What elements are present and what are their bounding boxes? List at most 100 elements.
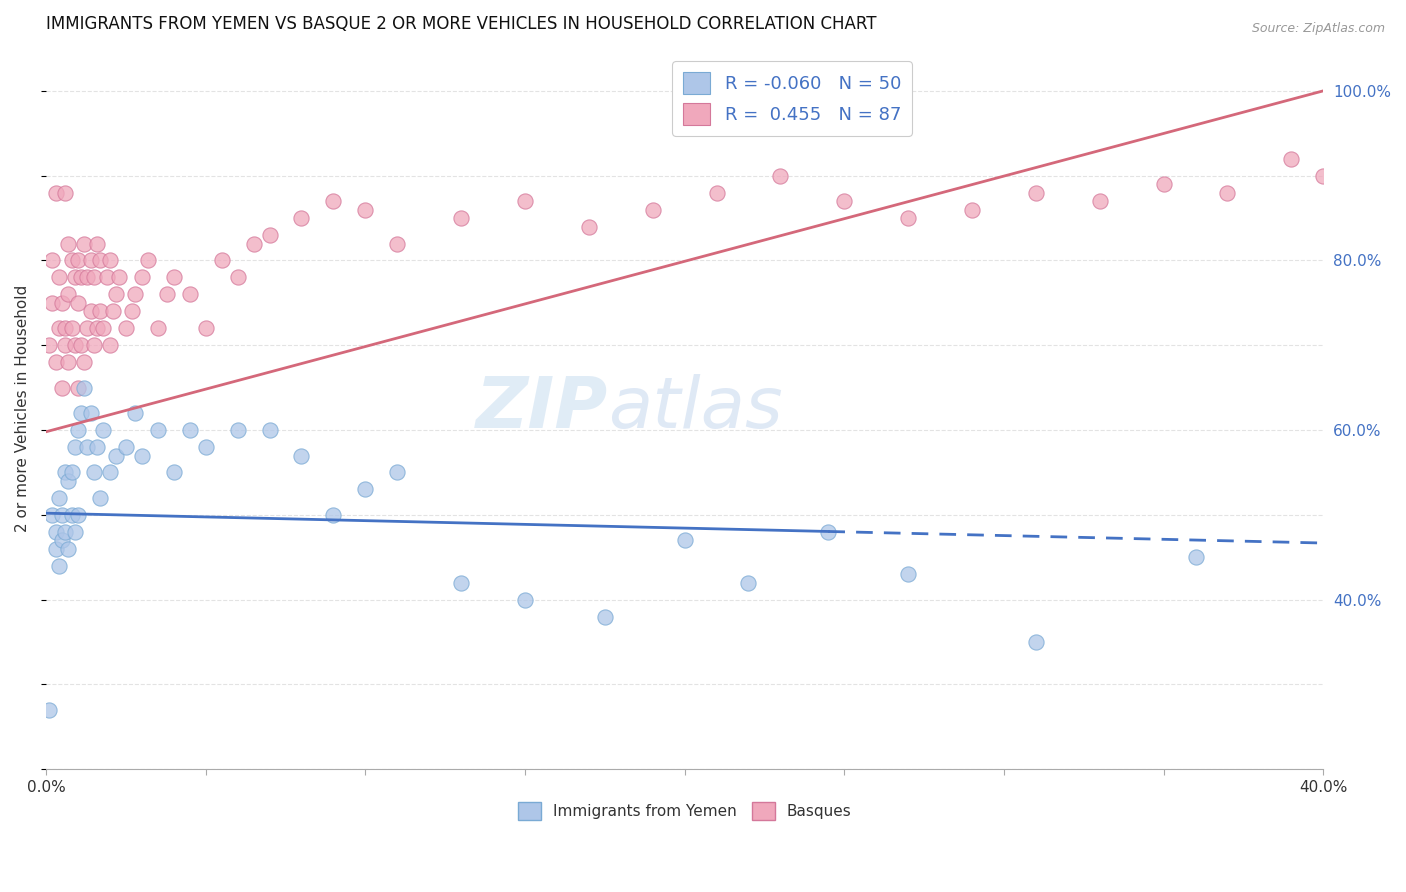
Point bbox=[98, 466, 121, 480]
Point bbox=[322, 508, 344, 522]
Point bbox=[53, 321, 76, 335]
Point bbox=[51, 381, 73, 395]
Point bbox=[163, 270, 186, 285]
Point bbox=[578, 219, 600, 234]
Point bbox=[63, 270, 86, 285]
Point bbox=[58, 287, 80, 301]
Point bbox=[226, 423, 249, 437]
Point bbox=[73, 381, 96, 395]
Point bbox=[98, 253, 121, 268]
Point bbox=[38, 703, 60, 717]
Point bbox=[322, 194, 344, 208]
Text: ZIP: ZIP bbox=[475, 375, 607, 443]
Point bbox=[60, 321, 83, 335]
Point bbox=[89, 304, 111, 318]
Point bbox=[41, 296, 63, 310]
Point bbox=[76, 321, 98, 335]
Point bbox=[737, 575, 759, 590]
Point bbox=[960, 202, 983, 217]
Point bbox=[387, 466, 409, 480]
Point bbox=[387, 236, 409, 251]
Point bbox=[121, 304, 143, 318]
Point bbox=[45, 524, 67, 539]
Point bbox=[38, 338, 60, 352]
Point bbox=[58, 355, 80, 369]
Point bbox=[89, 491, 111, 505]
Point bbox=[63, 440, 86, 454]
Point bbox=[83, 466, 105, 480]
Point bbox=[66, 296, 89, 310]
Point bbox=[48, 491, 70, 505]
Point bbox=[58, 474, 80, 488]
Point bbox=[105, 287, 128, 301]
Point bbox=[53, 524, 76, 539]
Point bbox=[146, 423, 169, 437]
Point bbox=[194, 321, 217, 335]
Point bbox=[41, 508, 63, 522]
Point bbox=[1216, 186, 1239, 200]
Point bbox=[60, 253, 83, 268]
Point bbox=[89, 253, 111, 268]
Point bbox=[513, 592, 536, 607]
Point bbox=[146, 321, 169, 335]
Point bbox=[131, 449, 153, 463]
Point bbox=[1153, 177, 1175, 191]
Point bbox=[48, 558, 70, 573]
Point bbox=[1088, 194, 1111, 208]
Point bbox=[242, 236, 264, 251]
Point bbox=[817, 524, 839, 539]
Point bbox=[101, 304, 124, 318]
Point bbox=[1279, 152, 1302, 166]
Point bbox=[70, 338, 93, 352]
Point bbox=[96, 270, 118, 285]
Point bbox=[73, 355, 96, 369]
Point bbox=[450, 211, 472, 225]
Point bbox=[66, 508, 89, 522]
Legend: Immigrants from Yemen, Basques: Immigrants from Yemen, Basques bbox=[512, 796, 858, 827]
Point bbox=[897, 211, 920, 225]
Point bbox=[641, 202, 664, 217]
Point bbox=[897, 567, 920, 582]
Point bbox=[593, 609, 616, 624]
Point bbox=[290, 449, 312, 463]
Point bbox=[51, 533, 73, 548]
Point bbox=[66, 253, 89, 268]
Point bbox=[93, 321, 115, 335]
Point bbox=[70, 270, 93, 285]
Point bbox=[58, 236, 80, 251]
Point bbox=[513, 194, 536, 208]
Point bbox=[673, 533, 696, 548]
Point bbox=[53, 466, 76, 480]
Point bbox=[45, 186, 67, 200]
Point bbox=[108, 270, 131, 285]
Point bbox=[66, 381, 89, 395]
Point bbox=[1025, 186, 1047, 200]
Point bbox=[259, 227, 281, 242]
Point bbox=[450, 575, 472, 590]
Text: Source: ZipAtlas.com: Source: ZipAtlas.com bbox=[1251, 22, 1385, 36]
Point bbox=[83, 338, 105, 352]
Point bbox=[136, 253, 159, 268]
Point bbox=[226, 270, 249, 285]
Point bbox=[63, 524, 86, 539]
Text: IMMIGRANTS FROM YEMEN VS BASQUE 2 OR MORE VEHICLES IN HOUSEHOLD CORRELATION CHAR: IMMIGRANTS FROM YEMEN VS BASQUE 2 OR MOR… bbox=[46, 15, 876, 33]
Point bbox=[131, 270, 153, 285]
Point bbox=[156, 287, 179, 301]
Point bbox=[60, 466, 83, 480]
Text: atlas: atlas bbox=[607, 375, 783, 443]
Point bbox=[259, 423, 281, 437]
Point bbox=[60, 508, 83, 522]
Point bbox=[73, 236, 96, 251]
Point bbox=[194, 440, 217, 454]
Point bbox=[83, 270, 105, 285]
Point bbox=[98, 338, 121, 352]
Point bbox=[124, 287, 146, 301]
Point bbox=[769, 169, 792, 183]
Point bbox=[354, 202, 377, 217]
Point bbox=[76, 270, 98, 285]
Point bbox=[1312, 169, 1334, 183]
Point bbox=[290, 211, 312, 225]
Point bbox=[53, 186, 76, 200]
Point bbox=[79, 406, 101, 420]
Point bbox=[179, 423, 201, 437]
